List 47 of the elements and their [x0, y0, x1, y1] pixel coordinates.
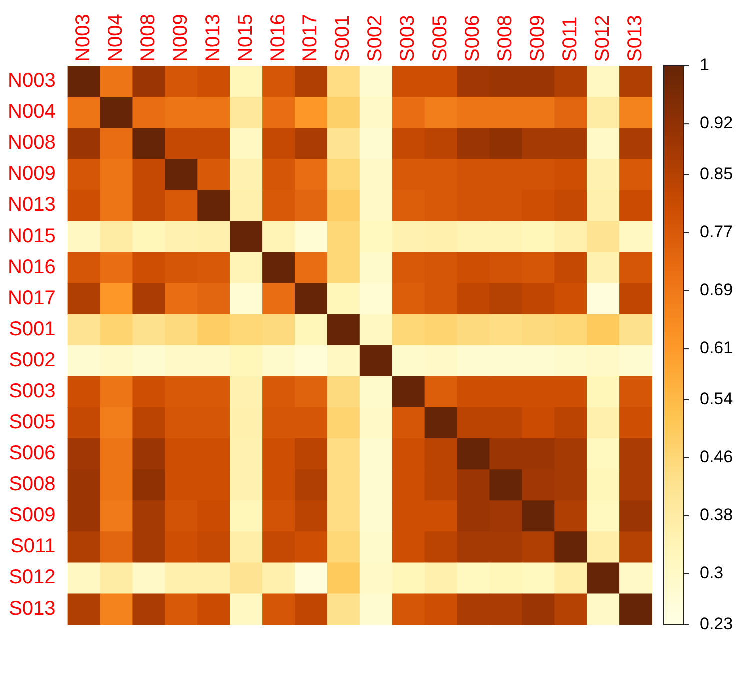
x-tick-label: S002	[364, 15, 387, 62]
x-tick-label: S011	[559, 16, 582, 62]
x-tick-label: S013	[624, 15, 646, 62]
y-tick-label: S011	[10, 536, 56, 558]
x-tick-label: N013	[202, 14, 224, 62]
x-tick-label: N016	[267, 14, 290, 62]
y-tick-label: N008	[8, 132, 56, 154]
y-tick-label: S001	[9, 318, 56, 340]
y-tick-label: N016	[8, 256, 56, 278]
y-tick-label: S006	[9, 442, 56, 465]
y-tick-label: N015	[8, 225, 56, 248]
y-tick-label: N003	[8, 70, 56, 92]
color-bar-label: 0.3	[700, 564, 724, 583]
color-bar-label: 0.38	[700, 506, 734, 525]
x-tick-label: S009	[526, 15, 549, 62]
x-tick-label: S001	[332, 15, 354, 62]
y-tick-label: N017	[8, 287, 56, 310]
x-tick-label: N015	[234, 14, 257, 62]
x-tick-label: S005	[430, 15, 452, 62]
x-tick-label: N009	[170, 14, 192, 62]
color-bar-label: 0.23	[700, 614, 734, 634]
color-bar-label: 1	[700, 56, 710, 75]
y-tick-label: S012	[9, 566, 56, 589]
x-tick-label: S012	[592, 15, 614, 62]
color-bar-label: 0.85	[700, 164, 734, 184]
y-tick-label: N013	[8, 194, 56, 216]
x-tick-label: N008	[137, 14, 160, 62]
y-tick-label: S009	[9, 504, 56, 527]
y-tick-label: S003	[9, 380, 56, 402]
color-bar-label: 0.69	[700, 280, 734, 300]
x-tick-label: S006	[462, 15, 484, 62]
x-tick-label: N003	[72, 14, 95, 62]
y-tick-label: S002	[9, 349, 56, 372]
color-bar-label: 0.77	[700, 222, 734, 242]
x-tick-label: S003	[397, 15, 420, 62]
color-bar-label: 0.61	[700, 338, 734, 358]
y-tick-label: S008	[9, 474, 56, 496]
color-bar-label: 0.46	[700, 448, 734, 467]
y-tick-label: N004	[8, 101, 56, 124]
x-tick-label: S008	[494, 15, 516, 62]
color-bar-label: 0.54	[700, 390, 734, 409]
y-tick-label: S013	[9, 598, 56, 620]
x-tick-label: N017	[300, 14, 322, 62]
color-bar-label: 0.92	[700, 114, 734, 133]
y-tick-label: S005	[9, 412, 56, 434]
y-tick-label: N009	[8, 163, 56, 186]
x-tick-label: N004	[105, 14, 128, 62]
